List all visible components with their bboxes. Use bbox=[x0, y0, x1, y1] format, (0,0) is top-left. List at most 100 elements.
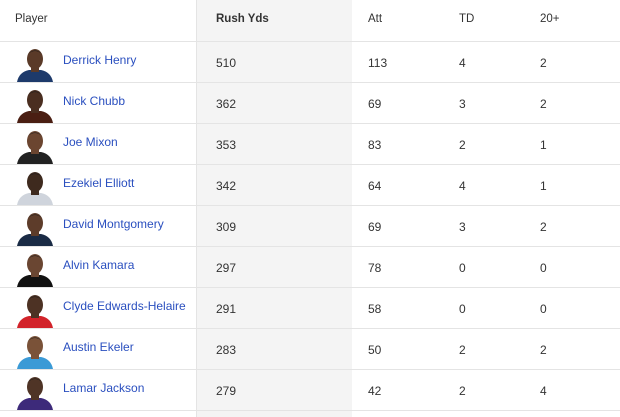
stat-cell: 83 bbox=[368, 124, 381, 164]
stat-cell: 362 bbox=[216, 83, 236, 123]
stat-cell: 4 bbox=[540, 370, 547, 410]
stat-value: 4 bbox=[459, 56, 466, 70]
player-name[interactable]: David Montgomery bbox=[63, 206, 164, 246]
stat-value: 0 bbox=[459, 302, 466, 316]
header-cell[interactable]: TD bbox=[459, 12, 475, 25]
stat-value: 2 bbox=[459, 343, 466, 357]
column-separator bbox=[196, 0, 197, 417]
player-row: Lamar Jackson 279 42 2 4 bbox=[0, 370, 620, 411]
player-name[interactable]: Joe Mixon bbox=[63, 124, 118, 164]
stat-value: 2 bbox=[459, 384, 466, 398]
player-link[interactable]: Nick Chubb bbox=[63, 94, 126, 108]
player-link[interactable]: Alvin Kamara bbox=[63, 258, 135, 272]
player-name[interactable]: Clyde Edwards-Helaire bbox=[63, 288, 186, 328]
stat-value: 2 bbox=[540, 56, 547, 70]
header-cell[interactable]: Rush Yds bbox=[216, 12, 269, 25]
player-row: Ezekiel Elliott 342 64 4 1 bbox=[0, 165, 620, 206]
stat-cell: 342 bbox=[216, 165, 236, 205]
stat-cell: 279 bbox=[216, 370, 236, 410]
stat-value: 510 bbox=[216, 56, 237, 70]
player-link[interactable]: Lamar Jackson bbox=[63, 381, 145, 395]
player-row: David Montgomery 309 69 3 2 bbox=[0, 206, 620, 247]
stat-cell: 50 bbox=[368, 329, 381, 369]
player-row: Alvin Kamara 297 78 0 0 bbox=[0, 247, 620, 288]
stat-value: 4 bbox=[540, 384, 547, 398]
player-name[interactable]: Derrick Henry bbox=[63, 42, 136, 82]
player-name[interactable]: Nick Chubb bbox=[63, 83, 125, 123]
stat-cell: 283 bbox=[216, 329, 236, 369]
stat-cell: 297 bbox=[216, 247, 236, 287]
stat-value: 1 bbox=[540, 179, 547, 193]
player-link[interactable]: Austin Ekeler bbox=[63, 340, 134, 354]
stat-value: 50 bbox=[368, 343, 382, 357]
player-link[interactable]: Joe Mixon bbox=[63, 135, 118, 149]
player-row: Nick Chubb 362 69 3 2 bbox=[0, 83, 620, 124]
stat-cell: 2 bbox=[540, 42, 547, 82]
player-name[interactable]: Ezekiel Elliott bbox=[63, 165, 134, 205]
stat-cell: 3 bbox=[459, 206, 466, 246]
stat-cell: 58 bbox=[368, 288, 381, 328]
player-avatar bbox=[15, 333, 55, 369]
stat-cell: 0 bbox=[540, 288, 547, 328]
stat-cell: 2 bbox=[540, 206, 547, 246]
stat-value: 83 bbox=[368, 138, 382, 152]
stat-value: 2 bbox=[540, 343, 547, 357]
stat-cell: 353 bbox=[216, 124, 236, 164]
stat-value: 113 bbox=[368, 56, 388, 70]
player-link[interactable]: Ezekiel Elliott bbox=[63, 176, 135, 190]
stat-cell: 0 bbox=[540, 247, 547, 287]
stat-cell: 2 bbox=[459, 329, 466, 369]
stat-cell: 1 bbox=[540, 165, 547, 205]
stat-value: 4 bbox=[459, 179, 466, 193]
player-name[interactable]: Austin Ekeler bbox=[63, 329, 134, 369]
stat-value: 2 bbox=[540, 97, 547, 111]
stat-cell: 64 bbox=[368, 165, 381, 205]
stat-value: 0 bbox=[459, 261, 466, 275]
header-cell[interactable]: 20+ bbox=[540, 12, 560, 25]
stat-cell: 291 bbox=[216, 288, 236, 328]
stat-cell: 113 bbox=[368, 42, 387, 82]
player-avatar bbox=[15, 87, 55, 123]
stat-value: 309 bbox=[216, 220, 237, 234]
player-avatar bbox=[15, 292, 55, 328]
header-row: Player Rush Yds Att TD 20+ bbox=[0, 0, 620, 42]
stat-cell: 69 bbox=[368, 83, 381, 123]
player-avatar bbox=[15, 374, 55, 410]
stat-cell: 309 bbox=[216, 206, 236, 246]
stat-cell: 42 bbox=[368, 370, 381, 410]
player-row: Derrick Henry 510 113 4 2 bbox=[0, 42, 620, 83]
stat-value: 3 bbox=[459, 97, 466, 111]
stat-value: 69 bbox=[368, 220, 382, 234]
stat-value: 69 bbox=[368, 97, 382, 111]
stat-value: 0 bbox=[540, 261, 547, 275]
stat-value: 2 bbox=[540, 220, 547, 234]
stat-cell: 78 bbox=[368, 247, 381, 287]
stat-value: 342 bbox=[216, 179, 237, 193]
player-link[interactable]: Clyde Edwards-Helaire bbox=[63, 299, 186, 313]
stat-value: 283 bbox=[216, 343, 237, 357]
stat-value: 1 bbox=[540, 138, 547, 152]
player-row: Austin Ekeler 283 50 2 2 bbox=[0, 329, 620, 370]
stat-cell: 69 bbox=[368, 206, 381, 246]
header-cell[interactable]: Player bbox=[15, 12, 48, 25]
stat-cell: 1 bbox=[540, 124, 547, 164]
player-row: Joe Mixon 353 83 2 1 bbox=[0, 124, 620, 165]
stat-cell: 3 bbox=[459, 83, 466, 123]
player-name[interactable]: Alvin Kamara bbox=[63, 247, 134, 287]
header-cell[interactable]: Att bbox=[368, 12, 383, 25]
player-avatar bbox=[15, 251, 55, 287]
stat-value: 291 bbox=[216, 302, 237, 316]
player-link[interactable]: David Montgomery bbox=[63, 217, 164, 231]
stat-cell: 4 bbox=[459, 165, 466, 205]
player-avatar bbox=[15, 210, 55, 246]
player-avatar bbox=[15, 128, 55, 164]
player-avatar bbox=[15, 169, 55, 205]
player-name[interactable]: Lamar Jackson bbox=[63, 370, 144, 410]
player-link[interactable]: Derrick Henry bbox=[63, 53, 137, 67]
stat-value: 42 bbox=[368, 384, 382, 398]
stat-cell: 4 bbox=[459, 42, 466, 82]
stat-value: 353 bbox=[216, 138, 237, 152]
stat-value: 279 bbox=[216, 384, 237, 398]
sorted-column-shade bbox=[197, 0, 352, 417]
